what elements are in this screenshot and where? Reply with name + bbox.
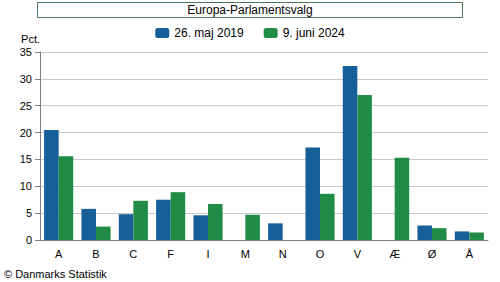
svg-text:M: M [241,248,250,260]
svg-text:A: A [55,248,63,260]
svg-text:F: F [167,248,174,260]
svg-text:Pct.: Pct. [21,33,40,45]
svg-text:10: 10 [20,180,32,192]
svg-text:25: 25 [20,100,32,112]
svg-text:Å: Å [466,248,474,260]
svg-text:Ø: Ø [428,248,437,260]
svg-text:20: 20 [20,127,32,139]
svg-text:26. maj 2019: 26. maj 2019 [174,26,244,40]
svg-text:B: B [92,248,99,260]
svg-text:9. juni 2024: 9. juni 2024 [283,26,345,40]
svg-text:C: C [129,248,137,260]
svg-text:Europa-Parlamentsvalg: Europa-Parlamentsvalg [187,3,312,17]
svg-text:N: N [279,248,287,260]
svg-text:35: 35 [20,46,32,58]
svg-text:O: O [316,248,325,260]
svg-text:Æ: Æ [389,248,400,260]
svg-text:V: V [354,248,362,260]
svg-text:0: 0 [26,234,32,246]
svg-text:I: I [206,248,209,260]
svg-text:15: 15 [20,153,32,165]
svg-text:5: 5 [26,207,32,219]
svg-text:© Danmarks Statistik: © Danmarks Statistik [4,268,107,280]
svg-text:30: 30 [20,73,32,85]
